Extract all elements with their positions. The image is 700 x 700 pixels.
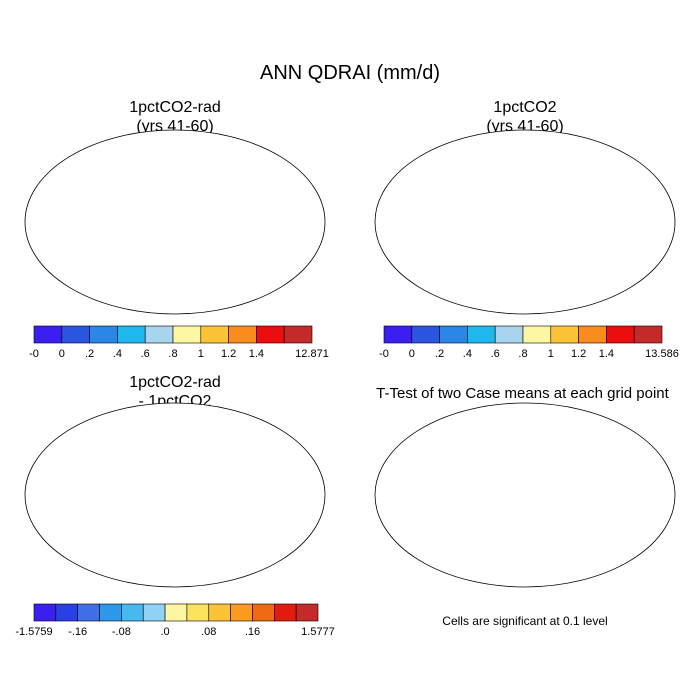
colorbar-swatch	[55, 603, 78, 622]
colorbar-swatch	[467, 325, 496, 344]
colorbar-swatch	[228, 325, 257, 344]
panel-1-title-line1: 1pctCO2-rad	[129, 99, 221, 116]
colorbar-label: 0	[409, 348, 415, 360]
colorbar-swatch	[200, 325, 229, 344]
colorbar-swatch	[230, 603, 253, 622]
colorbar-label: 0	[59, 348, 65, 360]
colorbar-swatch	[522, 325, 552, 344]
colorbar-swatch	[164, 603, 188, 622]
colorbar-swatch	[606, 325, 635, 344]
colorbar-swatch	[383, 325, 413, 344]
colorbar-3: -1.5759 -.16 -.08 .0 .08 .16 1.5777	[15, 603, 335, 638]
colorbar-swatch	[256, 325, 285, 344]
colorbar-label: -0	[29, 348, 39, 360]
colorbar-swatch	[117, 325, 146, 344]
colorbar-1: -0 0 .2 .4 .6 .8 1 1.2 1.4 12.871	[29, 325, 329, 360]
colorbar-swatch	[252, 603, 275, 622]
colorbar-label: 12.871	[295, 348, 329, 360]
colorbar-label: 13.586	[645, 348, 679, 360]
colorbar-label: .16	[245, 626, 260, 638]
colorbar-label: .4	[463, 348, 472, 360]
colorbar-label: .2	[85, 348, 94, 360]
colorbar-swatch	[295, 603, 319, 622]
colorbar-swatch	[61, 325, 90, 344]
colorbar-2: -0 0 .2 .4 .6 .8 1 1.2 1.4 13.586	[379, 325, 679, 360]
map-panel-4	[374, 402, 676, 588]
colorbar-label: 1.4	[599, 348, 614, 360]
map-panel-2	[374, 129, 676, 315]
colorbar-label: .4	[113, 348, 122, 360]
colorbar-swatch	[144, 325, 174, 344]
map-panel-3	[24, 402, 326, 588]
colorbar-label: 1	[548, 348, 554, 360]
significance-note: Cells are significant at 0.1 level	[442, 614, 608, 628]
colorbar-swatch	[208, 603, 231, 622]
colorbar-label: .8	[518, 348, 527, 360]
colorbar-label: .2	[435, 348, 444, 360]
figure-title: ANN QDRAI (mm/d)	[260, 62, 440, 84]
colorbar-swatch	[439, 325, 468, 344]
colorbar-swatch	[274, 603, 297, 622]
colorbar-label: 1.2	[221, 348, 236, 360]
colorbar-label: .6	[141, 348, 150, 360]
colorbar-label: -.16	[68, 626, 87, 638]
colorbar-swatch	[283, 325, 313, 344]
colorbar-label: .6	[491, 348, 500, 360]
colorbar-label: .0	[160, 626, 169, 638]
colorbar-swatch	[121, 603, 144, 622]
map-panel-1	[24, 129, 326, 315]
colorbar-label: 1	[198, 348, 204, 360]
colorbar-label: -.08	[112, 626, 131, 638]
colorbar-label: .08	[201, 626, 216, 638]
colorbar-label: -1.5759	[15, 626, 52, 638]
colorbar-swatch	[578, 325, 607, 344]
colorbar-swatch	[89, 325, 118, 344]
colorbar-label: 1.2	[571, 348, 586, 360]
panel-2-title-line1: 1pctCO2	[493, 99, 557, 116]
colorbar-swatch	[633, 325, 663, 344]
colorbar-swatch	[494, 325, 524, 344]
colorbar-swatch	[142, 603, 166, 622]
colorbar-label: 1.4	[249, 348, 264, 360]
colorbar-swatch	[172, 325, 202, 344]
panel-3-title-line1: 1pctCO2-rad	[129, 374, 221, 391]
colorbar-swatch	[411, 325, 440, 344]
colorbar-label: .8	[168, 348, 177, 360]
colorbar-swatch	[186, 603, 210, 622]
colorbar-label: -0	[379, 348, 389, 360]
colorbar-swatch	[99, 603, 122, 622]
panel-4-title: T-Test of two Case means at each grid po…	[376, 385, 669, 402]
colorbar-swatch	[550, 325, 579, 344]
colorbar-label: 1.5777	[301, 626, 335, 638]
colorbar-swatch	[77, 603, 100, 622]
colorbar-swatch	[33, 603, 57, 622]
colorbar-swatch	[33, 325, 63, 344]
